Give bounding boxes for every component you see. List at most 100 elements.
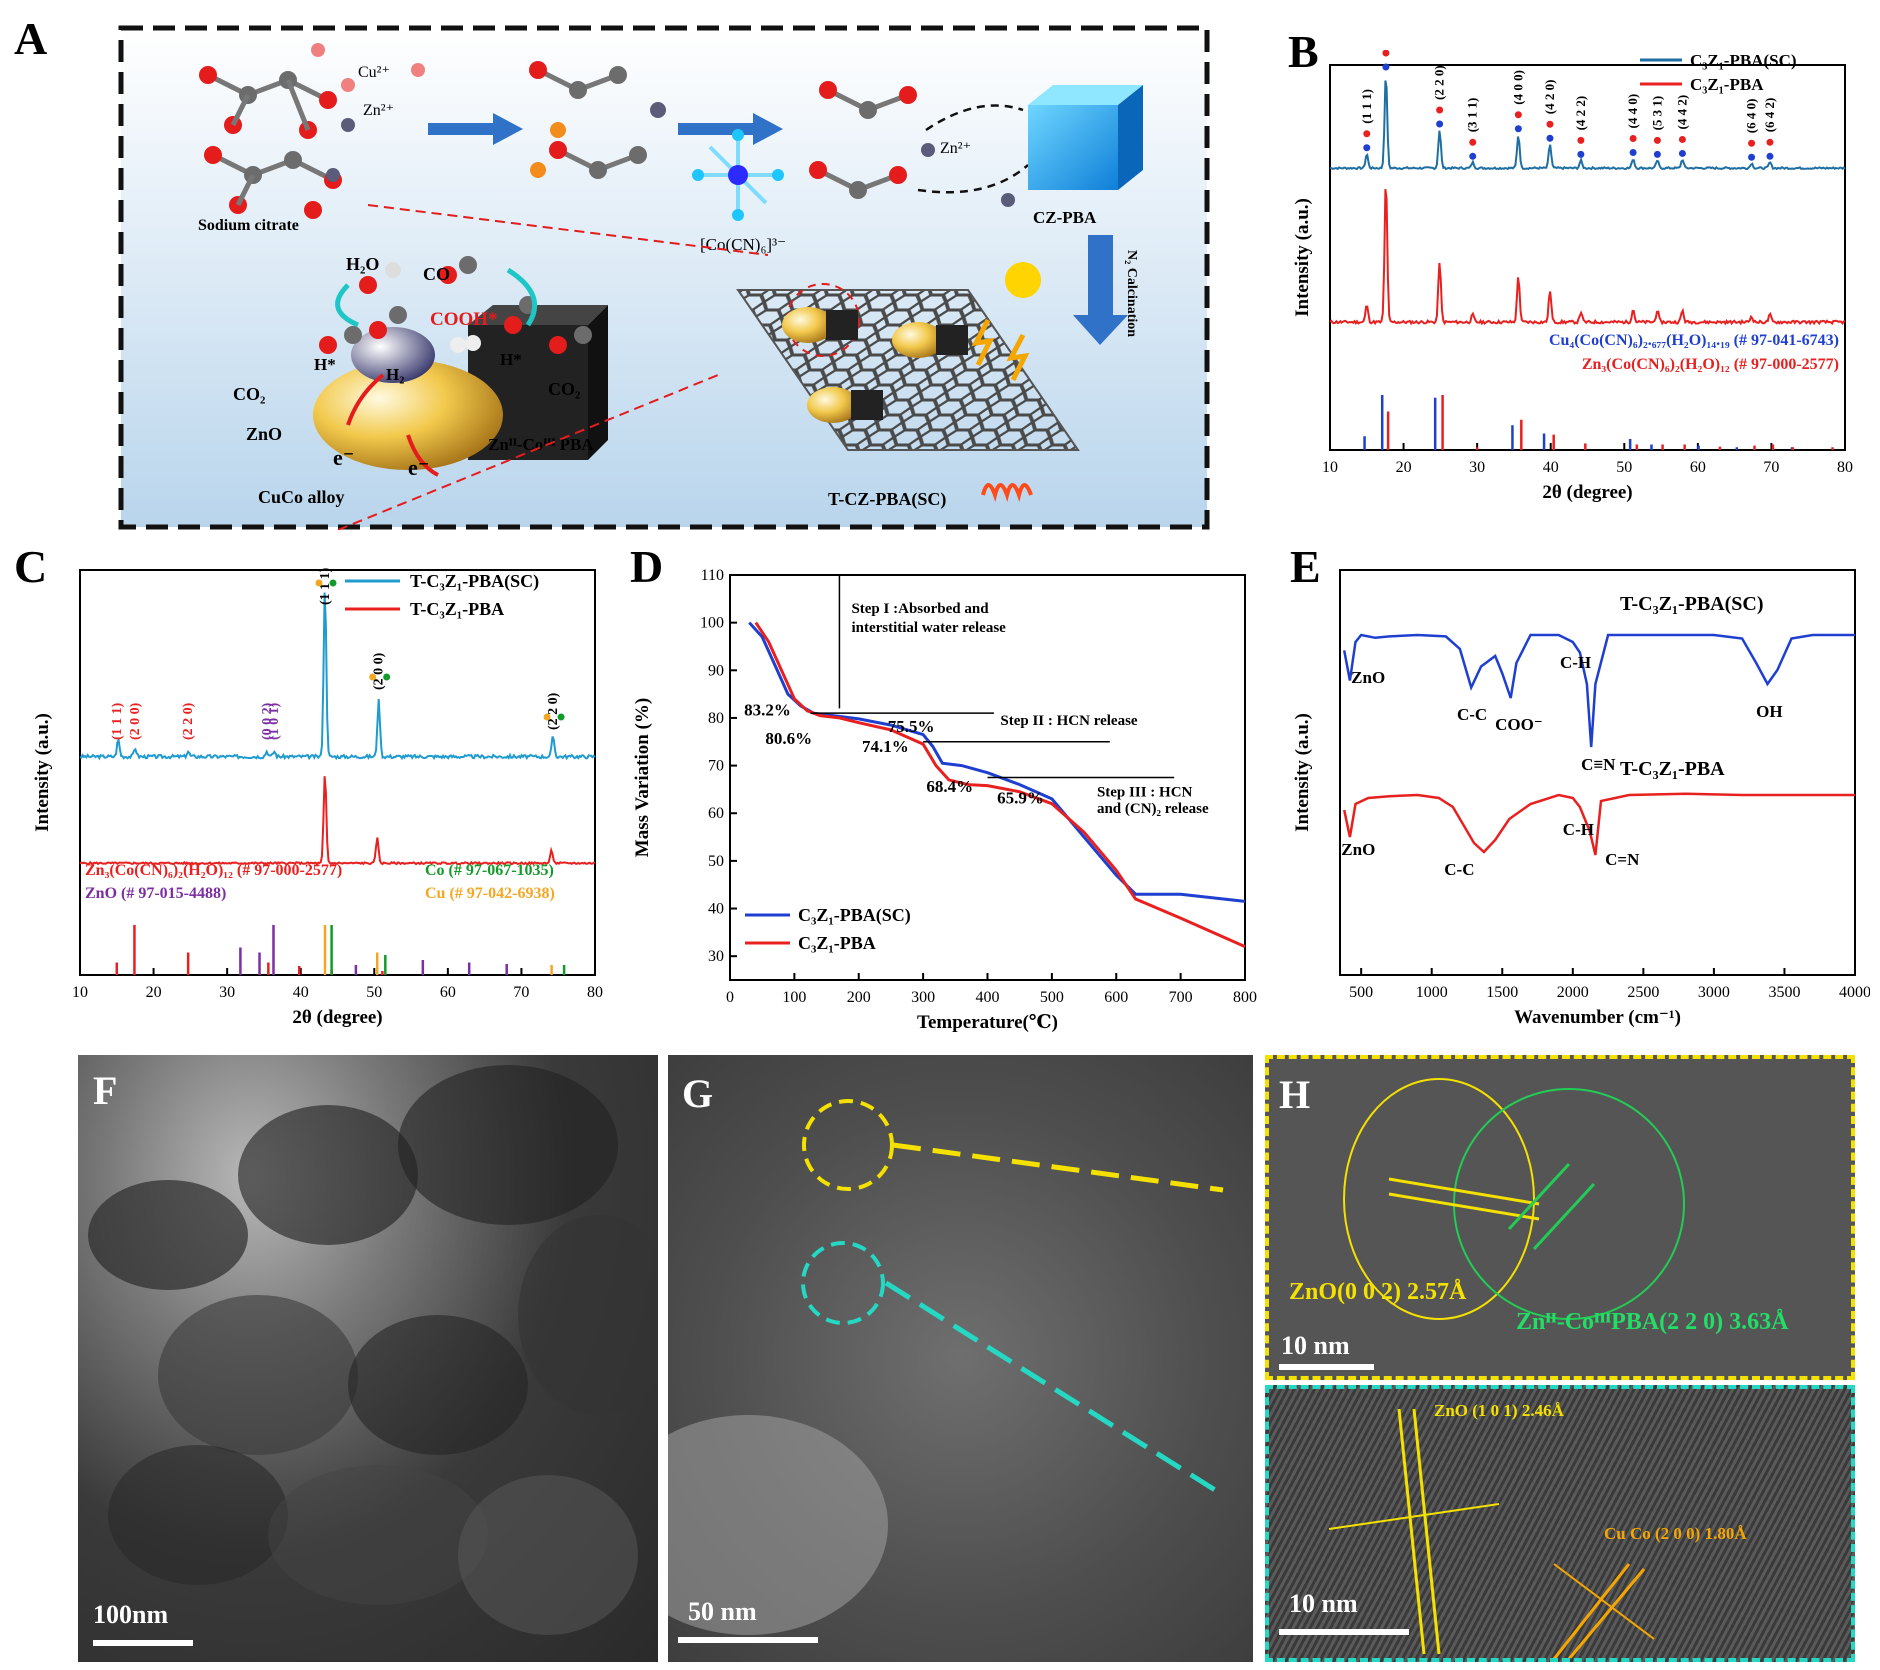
y-tick-label: 30 xyxy=(708,948,724,965)
peak-label: (6 4 0) xyxy=(1744,99,1759,134)
annotation-percent: 65.9% xyxy=(997,789,1044,808)
zoom-circle-yellow xyxy=(802,1099,894,1191)
hrtem-top-overlay xyxy=(1343,1078,1685,1320)
y-axis-label: Intensity (a.u.) xyxy=(1292,713,1313,832)
label-zno: ZnO xyxy=(246,424,282,444)
peak-dot-red xyxy=(1629,135,1637,142)
panel-label-d: D xyxy=(630,541,664,592)
arrow-step2 xyxy=(678,113,783,145)
peak-annotation: C≡N xyxy=(1581,755,1616,774)
series-line xyxy=(754,621,1246,948)
scale-bar-h-bottom xyxy=(1279,1629,1409,1635)
x-tick-label: 80 xyxy=(587,984,603,1001)
x-tick-label: 50 xyxy=(1616,459,1632,476)
annotation-step1-b: interstitial water release xyxy=(851,620,1006,636)
label-co2-left: CO₂ xyxy=(233,384,265,404)
zoom-line-yellow xyxy=(892,1142,1224,1193)
series-line xyxy=(1342,792,1855,856)
peak-label: (6 4 2) xyxy=(1762,98,1777,133)
dash-arrow-bottom xyxy=(917,164,1029,194)
peak-label: (2 2 0) xyxy=(1432,65,1447,100)
legend-label: C₃Z₁-PBA(SC) xyxy=(798,905,911,926)
peak-dot-red xyxy=(1469,138,1477,146)
scale-bar-f xyxy=(93,1640,193,1646)
label-h-star-left: H* xyxy=(314,355,336,374)
peak-label: (2 2 0) xyxy=(546,692,561,730)
x-axis-label: Wavenumber (cm⁻¹) xyxy=(1514,1007,1681,1028)
scale-label-h-bottom: 10 nm xyxy=(1289,1589,1358,1618)
annotation-percent: 74.1% xyxy=(862,737,909,756)
peak-label: (2 2 0) xyxy=(181,702,196,740)
plot-frame xyxy=(1329,64,1846,451)
schematic-panel-a: Sodium citrate Cu²⁺ Zn²⁺ [Co(CN)₆]³⁻ Zn²… xyxy=(118,25,1210,530)
peak-label: (1 0 1) xyxy=(267,702,282,740)
x-axis-label: 2θ (degree) xyxy=(292,1007,382,1028)
peak-dot-co xyxy=(557,713,565,721)
x-tick-label: 3000 xyxy=(1698,984,1730,1001)
peak-label: (0 0 2) xyxy=(260,702,275,740)
label-cz-pba: CZ-PBA xyxy=(1033,208,1097,227)
peak-annotation: C-H xyxy=(1560,653,1591,672)
peak-dot-red xyxy=(1653,136,1661,144)
peak-label: (2 0 0) xyxy=(128,702,143,740)
reference-label: Zn₃(Co(CN)₆)₂(H₂O)₁₂ (# 97-000-2577) xyxy=(85,862,342,879)
zoom-line-top xyxy=(367,204,769,256)
reference-label: Cu₄(Co(CN)₆)₂.₆₇₇(H₂O)₁₄.₁₉ (# 97-041-67… xyxy=(1549,332,1839,349)
x-tick-label: 3500 xyxy=(1768,984,1800,1001)
scale-bar-g xyxy=(678,1637,818,1643)
peak-label: (4 4 0) xyxy=(1625,94,1640,129)
x-tick-label: 1000 xyxy=(1416,984,1448,1001)
peak-label: (5 3 1) xyxy=(1649,96,1664,131)
annotation-percent: 80.6% xyxy=(765,729,812,748)
cz-pba-cube xyxy=(1028,85,1143,190)
reference-label: Cu (# 97-042-6938) xyxy=(425,885,555,902)
y-tick-label: 50 xyxy=(708,853,724,870)
label-h2o: H₂O xyxy=(346,254,379,274)
label-pba220: Znᴵᴵ-CoᴵᴵᴵPBA(2 2 0) 3.63Å xyxy=(1516,1309,1789,1335)
peak-dot-blue xyxy=(1766,152,1774,160)
peak-annotation: C=N xyxy=(1605,850,1640,869)
tem-particles xyxy=(88,1065,658,1635)
series-label: T-C₃Z₁-PBA(SC) xyxy=(1620,593,1764,615)
peak-dot-blue xyxy=(1546,134,1554,142)
xrd-chart-c: 10 20 30 40 50 60 70 80 2θ (degree) Intensity (a.… xyxy=(32,567,603,1028)
label-zno002: ZnO(0 0 2) 2.57Å xyxy=(1289,1279,1467,1305)
x-tick-label: 600 xyxy=(1104,989,1128,1006)
y-axis-label: Intensity (a.u.) xyxy=(32,713,53,832)
x-axis-label: Temperature(℃) xyxy=(917,1012,1058,1033)
x-tick-label: 0 xyxy=(726,989,734,1006)
x-tick-label: 300 xyxy=(911,989,935,1006)
scale-label-h-top: 10 nm xyxy=(1281,1331,1350,1360)
x-tick-label: 30 xyxy=(1469,459,1485,476)
legend-label: T-C₃Z₁-PBA xyxy=(410,599,504,619)
peak-dot-blue xyxy=(1469,152,1477,160)
label-co: CO xyxy=(423,264,450,284)
peak-dot-red xyxy=(1678,135,1686,143)
y-tick-label: 60 xyxy=(708,805,724,822)
peak-dot-red xyxy=(1577,136,1585,144)
panel-label-e: E xyxy=(1290,541,1321,592)
annotation-step3-b: and (CN)₂ release xyxy=(1097,801,1209,817)
label-calcination: N₂ Calcination xyxy=(1124,250,1139,337)
x-tick-label: 20 xyxy=(1396,459,1412,476)
co-cn-complex xyxy=(692,129,784,221)
peak-dot-blue xyxy=(1748,153,1756,161)
x-tick-label: 400 xyxy=(976,989,1000,1006)
annotation-percent: 83.2% xyxy=(744,701,791,720)
ftir-chart-e: 500 1000 1500 2000 2500 3000 3500 4000 Wavenumbe… xyxy=(1292,569,1870,1028)
annotation-step3-a: Step III : HCN xyxy=(1097,785,1193,801)
series-line-pba xyxy=(1329,188,1846,326)
label-zn-ion: Zn²⁺ xyxy=(363,102,394,119)
zoom-circle-cyan xyxy=(801,1241,885,1325)
peak-label: (4 2 2) xyxy=(1573,96,1588,131)
x-tick-label: 500 xyxy=(1040,989,1064,1006)
legend-label: T-C₃Z₁-PBA(SC) xyxy=(410,571,539,592)
annotation-step2: Step II : HCN release xyxy=(1000,713,1138,729)
peak-label: (4 4 2) xyxy=(1674,95,1689,130)
xrd-chart-b: 10 20 30 40 50 60 70 80 2θ (degree) Intensity (a.… xyxy=(1292,50,1853,503)
label-cuco200: Cu Co (2 0 0) 1.80Å xyxy=(1604,1524,1747,1543)
peak-annotation: C-C xyxy=(1444,860,1474,879)
graphene-sheet xyxy=(736,262,1080,502)
label-electron2: e⁻ xyxy=(408,455,429,480)
peak-dot-red xyxy=(1766,138,1774,146)
